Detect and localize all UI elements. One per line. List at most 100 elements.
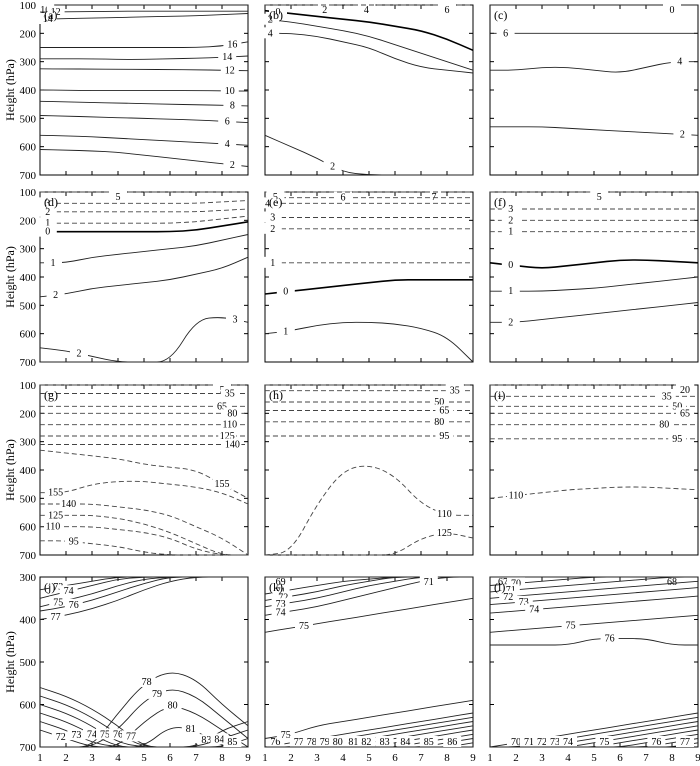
contour-label-bg <box>655 418 674 430</box>
contour-label-bg <box>507 489 525 501</box>
contour-label-bg <box>315 736 334 747</box>
contour-label-bg <box>46 289 65 301</box>
contour-panel: 0 6 4 2 (c) <box>489 4 699 176</box>
contour-line <box>264 9 474 52</box>
contour-label: 77 <box>294 737 304 748</box>
y-axis-title: Height (hPa) <box>3 439 17 501</box>
contour-label: 6 <box>341 193 346 204</box>
contour-label-bg <box>261 27 280 39</box>
contour-label: 74 <box>87 729 97 740</box>
panel-label: (h) <box>269 388 283 402</box>
contour-panel: 535658011012514015515514012511095(g) <box>39 384 249 556</box>
contour-line <box>40 514 248 556</box>
contour-label-bg <box>445 384 464 396</box>
contour-label-bg <box>295 619 313 631</box>
contour-label-bg <box>67 729 86 741</box>
panel-frame <box>264 4 474 176</box>
contour-label-bg <box>109 728 127 740</box>
contour-label: 1 <box>270 258 275 269</box>
contour-label: 1 <box>45 218 50 229</box>
y-tick-label: 200 <box>20 215 37 227</box>
contour-label: 3 <box>45 198 50 209</box>
contour-label-bg <box>676 384 694 395</box>
contour-line <box>39 234 249 264</box>
contour-label: 2 <box>230 160 235 171</box>
contour-label: 2 <box>330 162 335 173</box>
contour-label-bg <box>51 730 70 742</box>
contour-label: 73 <box>276 599 286 610</box>
contour-label-bg <box>525 603 544 615</box>
x-tick-label: 8 <box>669 752 675 764</box>
contour-label: 1 <box>51 258 56 269</box>
panel-frame <box>489 191 699 363</box>
contour-label-bg <box>213 478 231 490</box>
panel-label: (l) <box>494 580 505 594</box>
panel-frame <box>489 384 699 556</box>
contour-label-bg <box>357 736 376 747</box>
contour-label-bg <box>276 325 295 337</box>
contour-label-bg <box>197 734 216 746</box>
contour-label: 155 <box>215 479 230 490</box>
x-tick-label: 6 <box>392 752 398 764</box>
contour-label-bg <box>263 256 282 268</box>
x-tick-label: 1 <box>262 752 268 764</box>
contour-label-bg <box>218 51 237 63</box>
contour-line <box>39 13 249 20</box>
x-tick-label: 3 <box>539 752 545 764</box>
y-tick-label: 500 <box>20 113 37 125</box>
contour-label-bg <box>546 736 564 747</box>
contour-label: 110 <box>509 491 524 502</box>
contour-label-bg <box>533 736 551 747</box>
contour-label: 72 <box>537 737 547 748</box>
contour-label-bg <box>70 347 88 359</box>
y-tick-label: 700 <box>20 550 37 562</box>
contour-label: 95 <box>69 537 79 548</box>
contour-label: 50 <box>672 401 682 412</box>
contour-label-bg <box>559 736 577 747</box>
panel-frame <box>489 4 699 176</box>
y-tick-label: 400 <box>20 615 37 627</box>
contour-label: 83 <box>201 735 211 746</box>
x-tick-label: 4 <box>115 752 121 764</box>
contour-label-bg <box>38 12 57 24</box>
contour-label: 2 <box>53 290 58 301</box>
contour-label: 1 <box>508 286 513 297</box>
contour-line <box>40 480 249 505</box>
y-tick-label: 100 <box>20 0 37 12</box>
contour-label: 155 <box>48 488 63 499</box>
contour-label-bg <box>419 736 438 747</box>
contour-label: 10 <box>225 86 235 97</box>
contour-label-bg <box>657 390 676 402</box>
contour-label: 81 <box>348 737 358 748</box>
contour-label: 1 <box>508 227 513 238</box>
x-tick-label: 8 <box>219 752 225 764</box>
contour-label: 2 <box>322 5 327 16</box>
y-tick-label: 700 <box>20 170 37 182</box>
contour-label: 2 <box>77 349 82 360</box>
contour-label-bg <box>668 400 687 412</box>
contour-panel: 765432101(e) <box>258 191 474 363</box>
contour-label-bg <box>501 259 520 271</box>
contour-label-bg <box>595 736 614 747</box>
contour-line <box>264 18 474 71</box>
contour-label: 2 <box>508 215 513 226</box>
contour-label-bg <box>514 595 533 607</box>
contour-label-bg <box>334 191 352 203</box>
contour-label: 50 <box>434 397 444 408</box>
contour-line <box>39 68 249 72</box>
x-tick-label: 7 <box>418 752 424 764</box>
contour-label: 6 <box>445 5 450 16</box>
contour-line <box>40 221 249 233</box>
contour-label-bg <box>501 203 520 214</box>
contour-label-bg <box>274 591 293 603</box>
contour-label-bg <box>163 699 182 711</box>
contour-label: 1 <box>283 326 288 337</box>
contour-label-bg <box>122 730 140 742</box>
x-tick-label: 4 <box>340 752 346 764</box>
contour-label-bg <box>210 733 229 745</box>
contour-label: 95 <box>439 431 449 442</box>
contour-label: 72 <box>56 732 66 743</box>
contour-line <box>39 208 249 213</box>
contour-label-bg <box>663 4 681 15</box>
